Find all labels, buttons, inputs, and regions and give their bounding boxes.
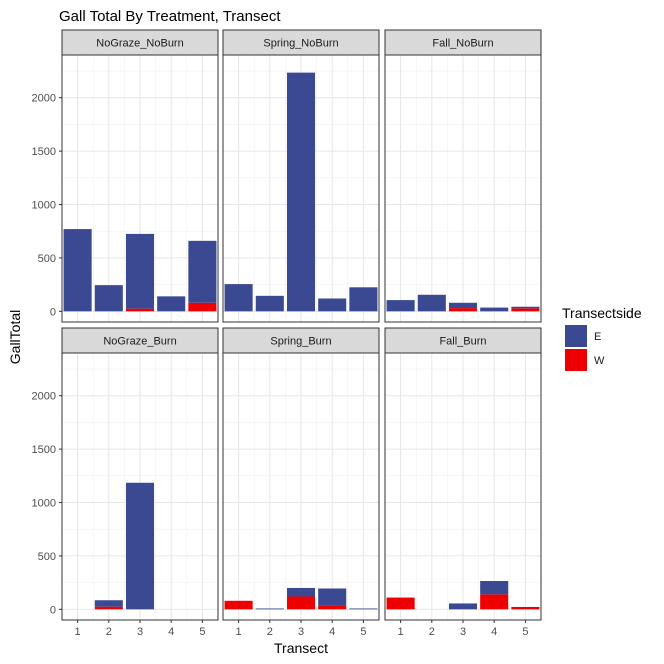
y-axis-tick-labels: 0 500 1000 1500 2000 0 500 1000 1500 2000 [32,93,62,616]
y-axis-title: GallTotal [7,310,23,364]
facet-strip-label: Spring_Burn [270,336,331,348]
x-tick-label: 2 [106,626,112,638]
bar-E-transect-1 [386,300,415,312]
bar-E-transect-2 [94,285,123,312]
legend: Transectside EW [562,305,642,371]
facet-panel-NoGraze_Burn: NoGraze_Burn [61,327,219,621]
bar-E-transect-5 [188,240,217,303]
legend-title: Transectside [562,305,642,321]
x-tick-label: 2 [429,626,435,638]
bar-E-transect-1 [224,284,253,312]
x-tick-label: 4 [168,626,174,638]
legend-label-W: W [594,355,605,367]
x-tick-label: 4 [329,626,335,638]
facet-strip [384,327,542,354]
bar-E-transect-4 [480,307,509,312]
bar-W-transect-3 [125,308,155,312]
x-tick-label: 3 [460,626,466,638]
chart-panels: NoGraze_NoBurn Spring_NoBurn Fall_NoBurn No… [61,29,542,621]
bar-E-transect-5 [349,608,378,610]
x-axis-tick-labels: 1 2 3 4 5 1 2 3 4 5 1 2 3 4 5 [75,620,528,638]
bar-W-transect-5 [511,606,540,610]
bar-E-transect-3 [448,603,478,610]
x-tick-label: 1 [398,626,404,638]
bar-W-transect-1 [386,597,415,610]
y-tick-label: 2000 [32,391,56,403]
bar-W-transect-2 [94,606,123,610]
y-tick-label: 500 [38,551,56,563]
bar-E-transect-3 [125,233,155,309]
bar-E-transect-4 [480,581,509,595]
facet-strip [384,29,542,56]
bar-E-transect-5 [511,306,540,309]
y-tick-label: 1000 [32,498,56,510]
bar-W-transect-3 [448,308,478,312]
bar-W-transect-3 [286,596,316,610]
bar-E-transect-1 [63,229,92,312]
x-tick-label: 1 [236,626,242,638]
bar-E-transect-5 [349,287,378,312]
bar-W-transect-5 [188,302,217,312]
y-tick-label: 500 [38,253,56,265]
bar-E-transect-4 [157,296,186,312]
facet-panel-Fall_Burn: Fall_Burn [384,327,542,621]
x-tick-label: 1 [75,626,81,638]
facet-strip [61,327,219,354]
bar-E-transect-2 [417,294,446,312]
x-tick-label: 5 [522,626,528,638]
facet-strip [222,29,380,56]
facet-panel-Spring_NoBurn: Spring_NoBurn [222,29,380,323]
facet-panel-NoGraze_NoBurn: NoGraze_NoBurn [61,29,219,323]
bar-E-transect-2 [255,295,284,312]
y-tick-label: 0 [50,604,56,616]
bar-E-transect-3 [286,72,316,312]
y-tick-label: 1500 [32,444,56,456]
x-tick-label: 4 [491,626,497,638]
bar-W-transect-1 [224,600,253,610]
x-tick-label: 5 [360,626,366,638]
facet-panel-Fall_NoBurn: Fall_NoBurn [384,29,542,323]
legend-label-E: E [594,331,601,343]
bar-E-transect-4 [318,298,347,312]
bar-E-transect-3 [286,587,316,597]
y-tick-label: 1500 [32,146,56,158]
x-tick-label: 5 [199,626,205,638]
bar-W-transect-4 [480,594,509,610]
bar-W-transect-5 [511,308,540,312]
facet-strip-label: NoGraze_Burn [103,336,176,348]
facet-strip [222,327,380,354]
x-tick-label: 3 [137,626,143,638]
bar-E-transect-3 [448,302,478,309]
facet-strip [61,29,219,56]
bar-E-transect-4 [318,588,347,606]
x-tick-label: 2 [267,626,273,638]
bar-E-transect-3 [125,482,155,610]
facet-strip-label: NoGraze_NoBurn [96,38,183,50]
y-tick-label: 2000 [32,93,56,105]
legend-key-W [565,349,587,371]
facet-strip-label: Spring_NoBurn [263,38,338,50]
bar-E-transect-2 [255,608,284,610]
facet-strip-label: Fall_NoBurn [432,38,493,50]
chart-title: Gall Total By Treatment, Transect [59,8,281,25]
facet-panel-Spring_Burn: Spring_Burn [222,327,380,621]
legend-items: EW [565,325,605,371]
bar-W-transect-4 [318,605,347,610]
bar-E-transect-2 [94,600,123,607]
facet-strip-label: Fall_Burn [439,336,486,348]
y-tick-label: 0 [50,306,56,318]
legend-key-E [565,325,587,347]
y-tick-label: 1000 [32,200,56,212]
x-tick-label: 3 [298,626,304,638]
x-axis-title: Transect [274,640,328,656]
